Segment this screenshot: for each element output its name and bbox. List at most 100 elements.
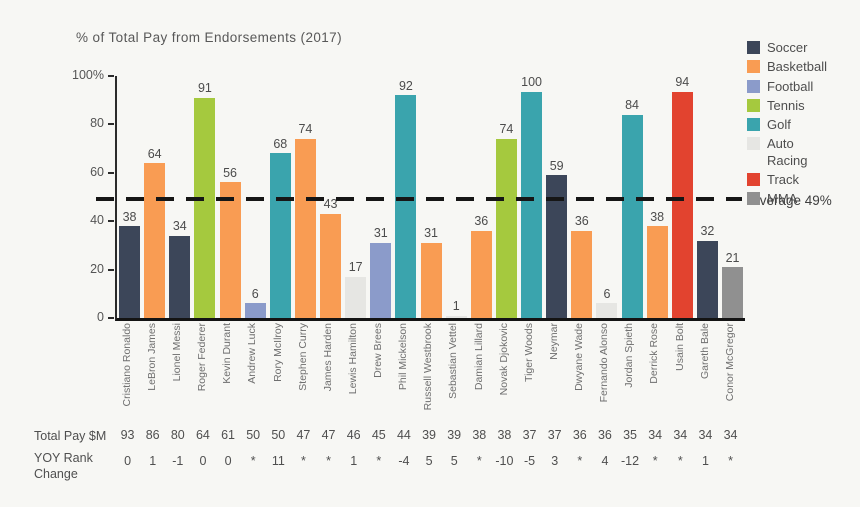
- row-cell: 34: [723, 428, 738, 442]
- legend-swatch-soccer: [747, 41, 760, 54]
- bar-value-label: 1: [452, 299, 460, 314]
- total-pay-row: 93 86 80 64 61 50 50 47 47 46 45 44 39 39 38 38 37 37 36 36…: [115, 428, 743, 442]
- y-tick-mark: [108, 317, 114, 319]
- x-label-tiger-woods: Tiger Woods: [522, 323, 535, 382]
- x-label-slot: Kevin Durant: [216, 323, 241, 384]
- x-label-slot: Gareth Bale: [693, 323, 718, 379]
- row-cell: 80: [170, 428, 185, 442]
- row-cell: *: [728, 454, 733, 468]
- x-label-slot: Derrick Rose: [643, 323, 668, 384]
- x-label-fernando-alonso: Fernando Alonso: [598, 323, 611, 403]
- x-label-slot: Usain Bolt: [668, 323, 693, 371]
- row-cell: 64: [195, 428, 210, 442]
- bar-fernando-alonso: [596, 303, 618, 318]
- x-label-novak-djokovic: Novak Djokovic: [497, 323, 510, 396]
- bar-james-harden: [320, 213, 342, 318]
- bar-value-label: 84: [625, 98, 640, 113]
- y-tick-label: 60: [90, 164, 104, 179]
- y-tick-mark: [108, 75, 114, 77]
- bar-slot-james-harden: 43: [318, 76, 343, 318]
- bar-cristiano-ronaldo: [119, 226, 141, 318]
- bar-value-label: 64: [147, 146, 162, 161]
- row-cell: 3: [551, 454, 559, 468]
- bar-usain-bolt: [671, 91, 693, 318]
- row-cell: 5: [425, 454, 433, 468]
- x-label-dwyane-wade: Dwyane Wade: [573, 323, 586, 391]
- x-label-slot: Novak Djokovic: [492, 323, 517, 395]
- average-line-label: Average 49%: [751, 193, 832, 208]
- y-tick-label: 0: [97, 310, 104, 324]
- y-tick-mark: [108, 123, 114, 126]
- row-cell: 4: [601, 454, 609, 468]
- bar-value-label: 6: [603, 286, 611, 301]
- row-cell: 0: [124, 454, 132, 468]
- x-axis-labels: Cristiano Ronaldo LeBron James Lionel Mess…: [115, 323, 743, 410]
- legend-swatch-football: [747, 79, 760, 93]
- bar-lebron-james: [144, 163, 166, 318]
- row-cell: 44: [396, 428, 411, 442]
- x-label-gareth-bale: Gareth Bale: [698, 323, 711, 380]
- x-label-slot: Stephen Curry: [291, 323, 316, 391]
- x-label-slot: Lewis Hamilton: [341, 323, 366, 394]
- bar-slot-kevin-durant: 56: [218, 76, 243, 318]
- bar-value-label: 43: [323, 197, 338, 212]
- bar-value-label: 38: [122, 209, 137, 224]
- bar-value-label: 94: [675, 75, 690, 89]
- bar-slot-andrew-luck: 6: [243, 76, 268, 318]
- bar-slot-jordan-spieth: 84: [620, 76, 645, 318]
- bar-slot-lebron-james: 64: [142, 76, 167, 318]
- bar-slot-sebastian-vettel: 1: [444, 76, 469, 318]
- bar-slot-lionel-messi: 34: [167, 76, 192, 318]
- row-cell: *: [326, 454, 331, 468]
- legend-label: Football: [767, 78, 814, 94]
- row-cell: 39: [422, 428, 437, 442]
- x-label-jordan-spieth: Jordan Spieth: [623, 323, 636, 388]
- row-cell: 35: [623, 428, 638, 442]
- bar-value-label: 17: [348, 260, 363, 275]
- legend-label: Golf: [767, 117, 791, 132]
- x-label-cristiano-ronaldo: Cristiano Ronaldo: [120, 323, 133, 407]
- bar-slot-lewis-hamilton: 17: [343, 76, 368, 318]
- x-label-conor-mcgregor: Conor McGregor: [723, 323, 736, 402]
- average-line: [96, 197, 742, 201]
- x-label-usain-bolt: Usain Bolt: [673, 323, 686, 371]
- bar-slot-cristiano-ronaldo: 38: [117, 76, 142, 318]
- row-cell: 47: [321, 428, 336, 442]
- x-label-lionel-messi: Lionel Messi: [171, 323, 184, 382]
- bar-slot-usain-bolt: 94: [670, 76, 695, 318]
- total-pay-row-label: Total Pay $M: [34, 429, 107, 443]
- x-label-stephen-curry: Stephen Curry: [296, 323, 309, 391]
- x-label-kevin-durant: Kevin Durant: [221, 323, 234, 384]
- row-cell: 38: [472, 428, 487, 442]
- x-label-slot: Dwyane Wade: [567, 323, 592, 391]
- row-cell: 46: [346, 428, 361, 442]
- row-cell: 37: [547, 428, 562, 442]
- bar-slot-roger-federer: 91: [192, 76, 217, 318]
- x-label-roger-federer: Roger Federer: [196, 323, 209, 392]
- y-tick-mark: [108, 171, 114, 174]
- bar-slot-drew-brees: 31: [368, 76, 393, 318]
- y-tick-label: 40: [90, 213, 104, 228]
- bar-slot-dwyane-wade: 36: [569, 76, 594, 318]
- bar-slot-neymar: 59: [544, 76, 569, 318]
- row-cell: 1: [149, 454, 157, 468]
- bars: 38 64 34 91 56 6 68 74 43 17 31 92 31 1 36 74 100 59 36 6 84…: [117, 76, 745, 318]
- x-label-damian-lillard: Damian Lillard: [472, 323, 485, 391]
- bar-slot-tiger-woods: 100: [519, 76, 544, 318]
- legend-item-auto-racing: Auto Racing: [747, 136, 827, 169]
- x-label-slot: Rory McIlroy: [266, 323, 291, 382]
- bar-value-label: 32: [700, 224, 715, 239]
- row-cell: *: [677, 454, 683, 468]
- x-label-slot: Sebastian Vettel: [442, 323, 467, 399]
- bar-slot-conor-mcgregor: 21: [720, 76, 745, 318]
- bar-drew-brees: [370, 242, 392, 318]
- legend-swatch-tennis: [747, 98, 760, 112]
- row-cell: 5: [450, 454, 458, 468]
- bar-value-label: 74: [298, 122, 313, 137]
- x-label-slot: Andrew Luck: [241, 323, 266, 384]
- row-cell: *: [301, 454, 306, 468]
- bar-slot-rory-mcilroy: 68: [268, 76, 293, 318]
- bar-value-label: 31: [373, 226, 388, 241]
- bar-lewis-hamilton: [345, 276, 367, 318]
- legend-swatch-auto-racing: [747, 137, 760, 151]
